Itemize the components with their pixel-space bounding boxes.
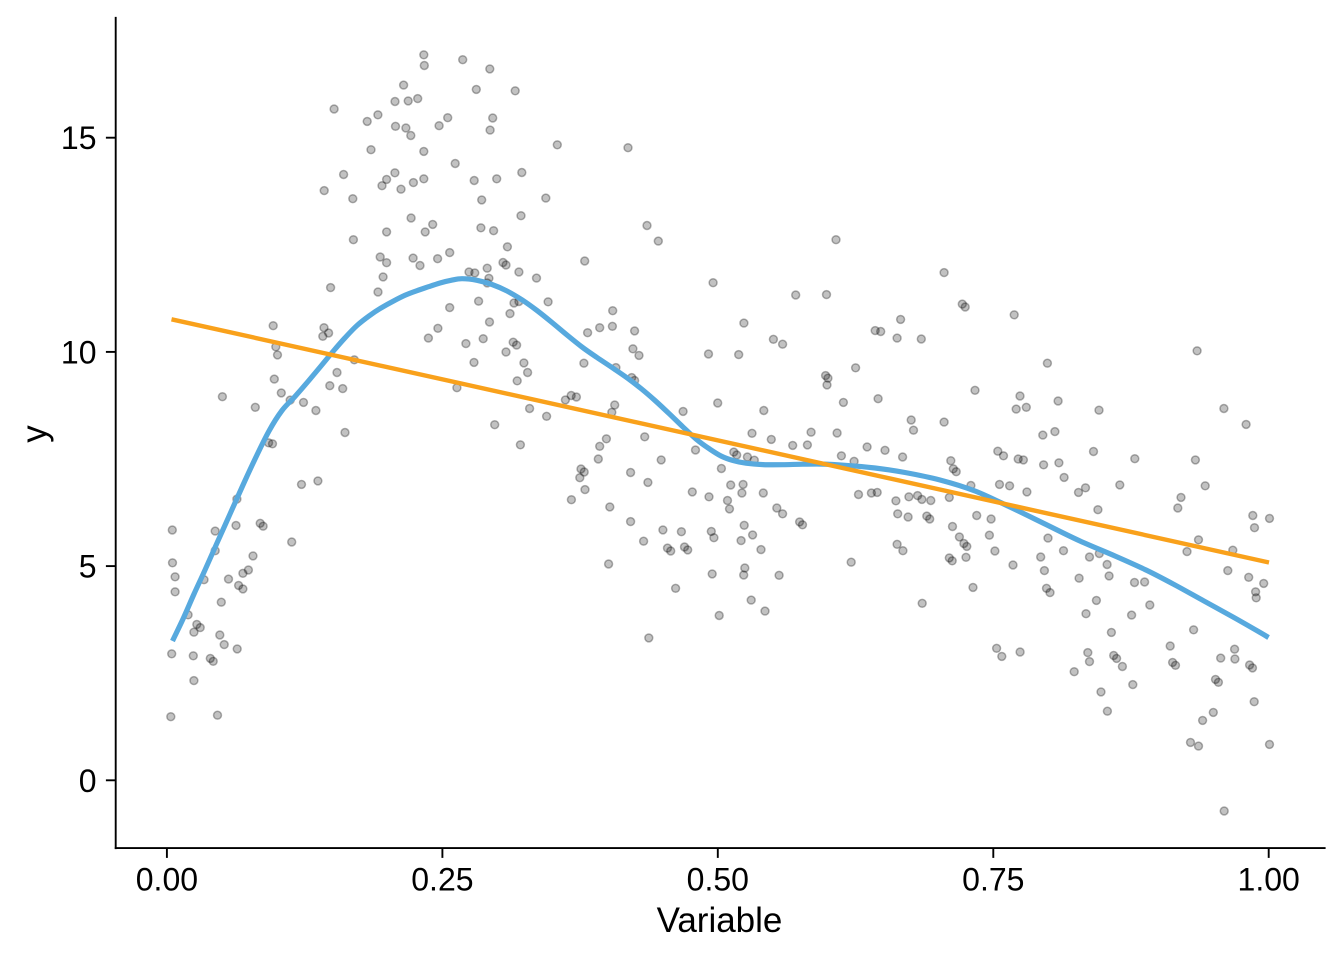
svg-text:10: 10 <box>61 334 97 370</box>
svg-text:0: 0 <box>79 763 97 799</box>
svg-text:15: 15 <box>61 120 97 156</box>
svg-text:0.75: 0.75 <box>962 862 1024 898</box>
svg-text:5: 5 <box>79 549 97 585</box>
svg-text:1.00: 1.00 <box>1238 862 1300 898</box>
svg-text:Variable: Variable <box>657 901 783 940</box>
svg-text:y: y <box>15 425 54 443</box>
svg-text:0.00: 0.00 <box>136 862 198 898</box>
svg-text:0.25: 0.25 <box>411 862 473 898</box>
svg-text:0.50: 0.50 <box>687 862 749 898</box>
